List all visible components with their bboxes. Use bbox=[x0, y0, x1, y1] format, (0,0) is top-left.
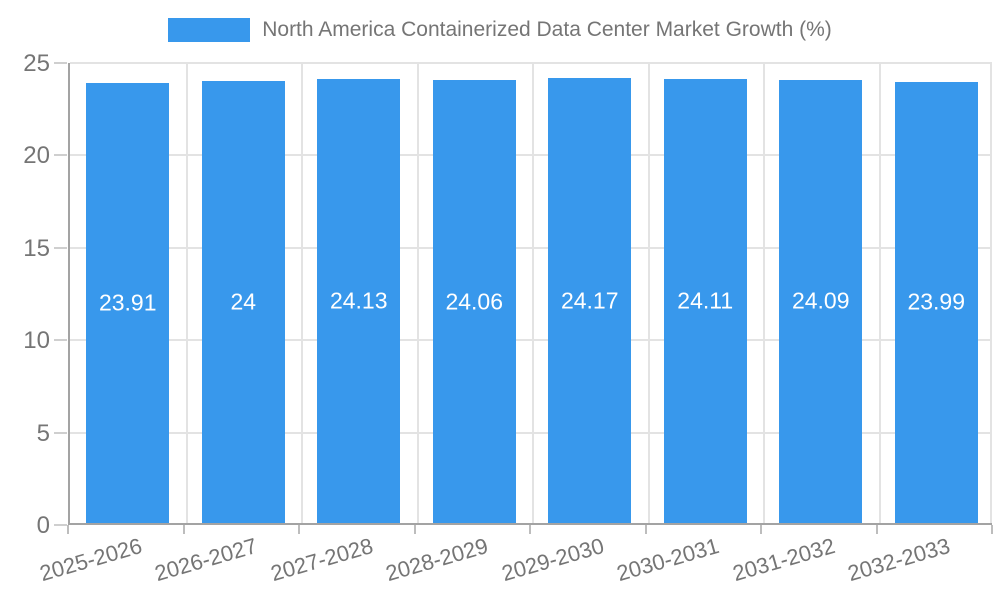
x-tick-label: 2029-2030 bbox=[498, 533, 607, 587]
x-tick-mark bbox=[760, 525, 762, 534]
y-tick-label: 5 bbox=[36, 419, 50, 447]
bar-value-label: 23.99 bbox=[907, 288, 966, 315]
bar-value-label: 24.09 bbox=[791, 287, 850, 314]
x-tick-label: 2025-2026 bbox=[36, 533, 145, 587]
y-gridline bbox=[70, 154, 992, 157]
x-tick-mark bbox=[644, 525, 647, 534]
bar-value-label: 24.11 bbox=[677, 287, 734, 314]
bar-value-label: 24.06 bbox=[445, 288, 504, 315]
bar[interactable]: 24.17 bbox=[548, 78, 632, 523]
bar[interactable]: 24.09 bbox=[779, 79, 863, 523]
x-tick-mark bbox=[298, 525, 300, 534]
bar[interactable]: 24 bbox=[201, 81, 285, 523]
x-tick-label: 2031-2032 bbox=[729, 533, 838, 587]
x-tick-mark bbox=[182, 525, 185, 534]
y-gridline bbox=[70, 62, 992, 64]
y-tick-mark bbox=[54, 431, 67, 434]
bar-value-label: 24 bbox=[230, 288, 257, 315]
y-tick-label: 15 bbox=[23, 234, 50, 262]
x-tick-label: 2026-2027 bbox=[151, 533, 260, 587]
bar[interactable]: 23.99 bbox=[894, 81, 978, 523]
x-gridline bbox=[647, 63, 650, 523]
bar[interactable]: 24.06 bbox=[432, 80, 516, 523]
x-gridline bbox=[532, 63, 534, 523]
bar[interactable]: 24.11 bbox=[663, 79, 747, 523]
x-gridline bbox=[763, 63, 765, 523]
x-gridline bbox=[878, 63, 881, 523]
x-tick-mark bbox=[529, 525, 531, 534]
bar-value-label: 24.17 bbox=[560, 287, 619, 314]
y-tick-mark bbox=[54, 524, 67, 526]
legend-swatch bbox=[168, 18, 251, 42]
x-gridline bbox=[416, 63, 419, 523]
x-tick-label: 2027-2028 bbox=[267, 533, 376, 587]
plot-area: 23.91 24 24.13 24.06 24.17 24.11 24.09 23.99 bbox=[68, 62, 992, 525]
x-gridline bbox=[185, 63, 188, 523]
y-tick-label: 25 bbox=[23, 50, 50, 77]
x-gridline bbox=[990, 63, 992, 523]
bar[interactable]: 23.91 bbox=[86, 83, 170, 523]
bar-value-label: 23.91 bbox=[98, 289, 157, 316]
bar[interactable]: 24.13 bbox=[317, 79, 401, 523]
legend-label: North America Containerized Data Center … bbox=[262, 18, 832, 41]
y-gridline bbox=[70, 431, 992, 434]
x-tick-label: 2028-2029 bbox=[382, 533, 491, 587]
x-gridline bbox=[301, 63, 303, 523]
x-tick-mark bbox=[991, 525, 993, 534]
y-gridline bbox=[70, 246, 992, 249]
x-tick-label: 2032-2033 bbox=[844, 533, 953, 587]
x-tick-mark bbox=[67, 525, 69, 534]
bar-value-label: 24.13 bbox=[329, 287, 388, 314]
x-tick-mark bbox=[413, 525, 416, 534]
y-tick-label: 10 bbox=[23, 327, 50, 355]
y-tick-label: 20 bbox=[23, 142, 50, 170]
y-tick-mark bbox=[54, 339, 67, 342]
y-tick-label: 0 bbox=[36, 512, 50, 539]
y-tick-mark bbox=[54, 154, 67, 157]
y-gridline bbox=[70, 339, 992, 342]
y-tick-mark bbox=[54, 246, 67, 249]
legend-item[interactable]: North America Containerized Data Center … bbox=[0, 18, 1000, 42]
x-tick-mark bbox=[875, 525, 878, 534]
x-tick-label: 2030-2031 bbox=[613, 533, 722, 587]
y-tick-mark bbox=[54, 62, 67, 64]
